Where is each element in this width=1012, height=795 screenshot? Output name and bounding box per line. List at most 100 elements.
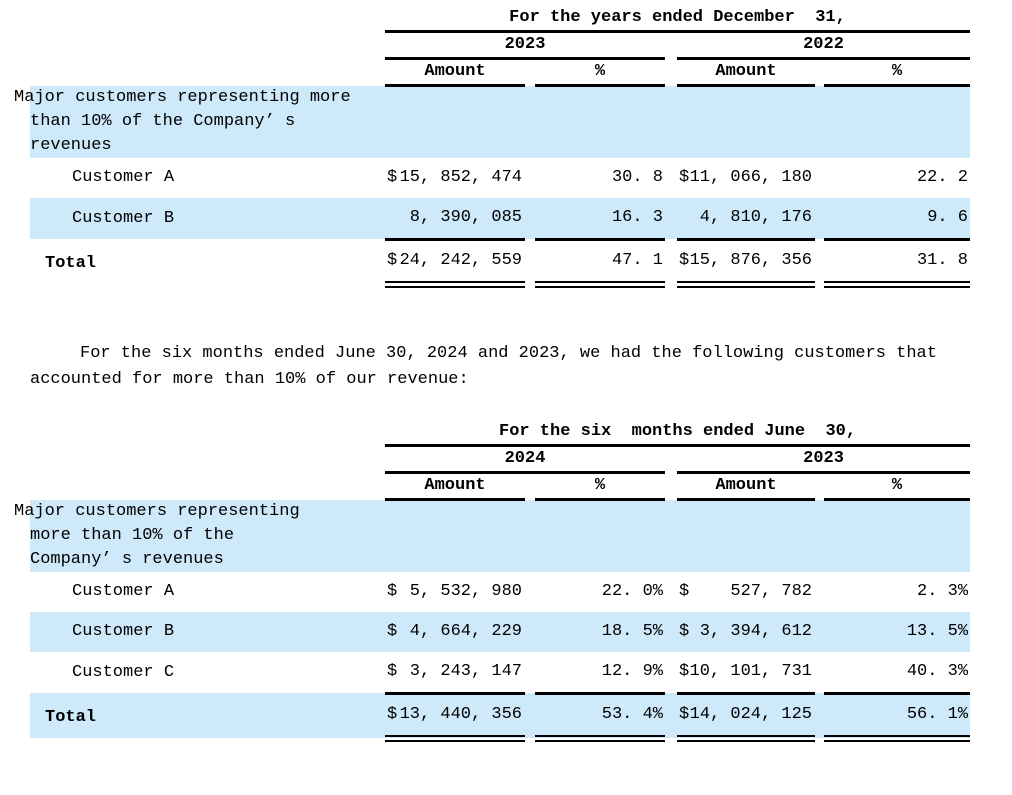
amount-cell: $4, 664, 229: [385, 611, 525, 652]
percent-value: 22. 0%: [601, 581, 663, 601]
currency-symbol: $: [387, 250, 398, 270]
interim-table-title: For the six months ended June 30,: [385, 420, 971, 447]
spacer-cell: [665, 611, 677, 652]
row-label: Customer B: [30, 611, 385, 652]
spacer-cell: [815, 652, 824, 694]
percent-value: 56. 1%: [824, 693, 971, 742]
percent-value: 18. 5%: [535, 611, 665, 652]
amount-value: 5, 532, 980: [409, 581, 522, 601]
row-customer-a: Customer A $15, 852, 474 30. 8 $11, 066,…: [30, 158, 970, 198]
amount-cell: $527, 782: [677, 572, 815, 612]
spacer-cell: [30, 473, 385, 500]
spacer-cell: [525, 652, 535, 694]
spacer-cell: [525, 611, 535, 652]
amount-value: 527, 782: [730, 581, 812, 601]
spacer-cell: [665, 158, 677, 198]
spacer-cell: [665, 85, 677, 158]
row-major-customers: Major customers representing more than 1…: [14, 499, 971, 572]
period-header-2022: 2022: [677, 31, 970, 60]
amount-value: 14, 024, 125: [689, 704, 812, 724]
amount-column-header: Amount: [677, 472, 815, 501]
spacer-cell: [665, 197, 677, 239]
percent-value: 53. 4%: [535, 693, 665, 742]
annual-major-customers-table: For the years ended December 31, 2023 20…: [14, 6, 970, 288]
spacer-cell: [535, 85, 665, 158]
spacer-cell: [30, 6, 385, 32]
amount-cell: $15, 876, 356: [677, 239, 815, 288]
spacer-cell: [385, 85, 525, 158]
spacer-cell: [815, 59, 824, 86]
spacer-cell: [815, 239, 824, 284]
amount-cell: $14, 024, 125: [677, 693, 815, 742]
percent-value: 47. 1: [535, 239, 665, 288]
annual-period-row: 2023 2022: [30, 31, 970, 60]
amount-cell: $15, 852, 474: [385, 158, 525, 198]
currency-symbol: $: [387, 167, 398, 187]
spacer-cell: [525, 59, 535, 86]
spacer-cell: [525, 693, 535, 738]
amount-cell: 4, 810, 176: [677, 197, 815, 241]
spacer-cell: [30, 32, 385, 59]
amount-column-header: Amount: [385, 58, 525, 87]
spacer-cell: [815, 197, 824, 239]
row-label: Total: [30, 693, 385, 738]
percent-value: 13. 5%: [824, 611, 971, 652]
currency-symbol: $: [679, 704, 690, 724]
row-label: Customer C: [72, 663, 175, 682]
annual-title-row: For the years ended December 31,: [30, 6, 970, 33]
percent-value: 16. 3: [535, 197, 665, 241]
spacer-cell: [665, 499, 677, 572]
row-total: Total $24, 242, 559 47. 1 $15, 876, 356 …: [30, 239, 970, 288]
interim-title-row: For the six months ended June 30,: [30, 420, 971, 447]
currency-symbol: $: [387, 704, 398, 724]
row-label: Customer A: [72, 581, 175, 601]
period-header-2023: 2023: [677, 445, 971, 474]
amount-value: 24, 242, 559: [399, 250, 522, 270]
row-label: Total: [45, 254, 97, 273]
amount-value: 15, 852, 474: [399, 167, 522, 187]
currency-symbol: $: [387, 621, 398, 641]
row-customer-a: Customer A $5, 532, 980 22. 0% $527, 782…: [30, 572, 970, 612]
spacer-cell: [665, 572, 677, 612]
amount-value: 11, 066, 180: [689, 167, 812, 187]
amount-cell: $24, 242, 559: [385, 239, 525, 288]
row-total: Total $13, 440, 356 53. 4% $14, 024, 125…: [30, 693, 971, 742]
row-label: Customer B: [30, 197, 385, 239]
spacer-cell: [665, 446, 677, 473]
interim-column-header-row: Amount % Amount %: [30, 472, 971, 501]
period-header-2023: 2023: [385, 31, 665, 60]
row-customer-b: Customer B $4, 664, 229 18. 5% $3, 394, …: [30, 611, 971, 652]
amount-value: 10, 101, 731: [689, 661, 812, 681]
currency-symbol: $: [679, 581, 690, 601]
spacer-cell: [665, 59, 677, 86]
period-header-2024: 2024: [385, 445, 665, 474]
percent-value: 40. 3%: [824, 651, 971, 695]
spacer-cell: [385, 499, 525, 572]
spacer-cell: [665, 239, 677, 284]
spacer-cell: [815, 499, 824, 572]
spacer-cell: [665, 473, 677, 500]
spacer-cell: [525, 197, 535, 239]
amount-column-header: Amount: [385, 472, 525, 501]
amount-cell: 8, 390, 085: [385, 197, 525, 241]
row-label: Major customers representing more than 1…: [14, 499, 385, 572]
row-major-customers: Major customers representing more than 1…: [14, 85, 970, 158]
spacer-cell: [665, 693, 677, 738]
currency-symbol: $: [679, 250, 690, 270]
currency-symbol: $: [387, 581, 398, 601]
amount-cell: $3, 243, 147: [385, 651, 525, 695]
spacer-cell: [665, 652, 677, 694]
spacer-cell: [824, 85, 970, 158]
spacer-cell: [815, 693, 824, 738]
amount-value: 13, 440, 356: [399, 704, 522, 724]
spacer-cell: [677, 85, 815, 158]
spacer-cell: [30, 59, 385, 86]
row-label: Major customers representing more than 1…: [14, 85, 385, 158]
spacer-cell: [30, 446, 385, 473]
percent-value: 12. 9%: [535, 651, 665, 695]
currency-symbol: $: [679, 621, 690, 641]
row-label: Customer A: [72, 167, 175, 187]
amount-value: 4, 664, 229: [409, 621, 522, 641]
spacer-cell: [535, 499, 665, 572]
row-customer-c: Customer C $3, 243, 147 12. 9% $10, 101,…: [30, 651, 971, 695]
